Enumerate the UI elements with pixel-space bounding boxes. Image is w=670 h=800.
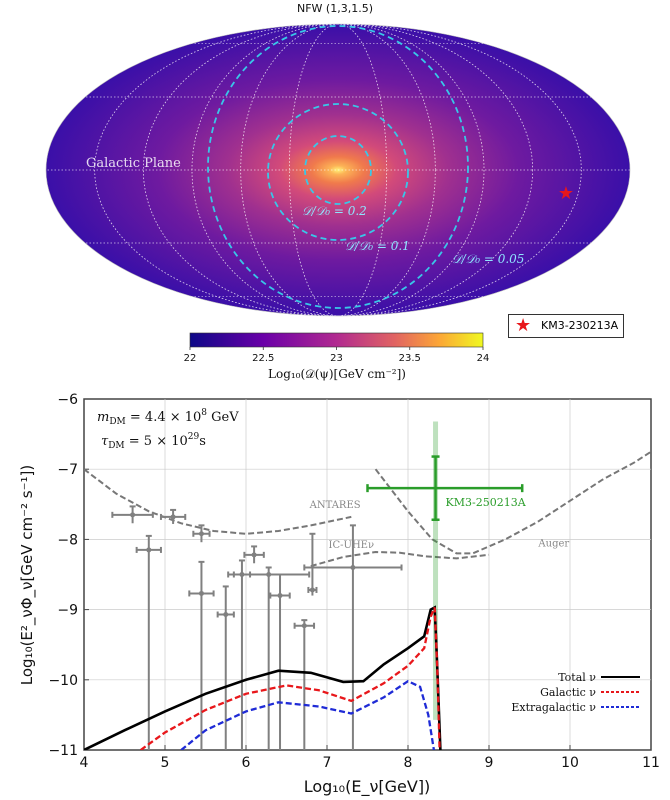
skymap-legend: ★ KM3-230213A xyxy=(508,314,624,338)
datapoint-marker xyxy=(170,514,176,520)
datapoint xyxy=(159,508,187,524)
datapoint xyxy=(243,545,265,564)
sensitivity-auger xyxy=(374,450,651,555)
datapoint xyxy=(216,585,235,750)
contour-label-0.05: 𝒟/𝒟₀ = 0.05 xyxy=(452,252,524,266)
plot-area: KM3-250213A xyxy=(84,421,651,750)
x-axis-label: Log₁₀(E_ν[GeV]) xyxy=(304,777,431,797)
colorbar-tick-label: 22 xyxy=(184,353,197,364)
datapoint xyxy=(293,619,316,750)
datapoint xyxy=(227,566,311,750)
x-tick-label: 6 xyxy=(242,755,251,771)
datapoint xyxy=(135,534,162,750)
colorbar-bar xyxy=(189,332,484,348)
series-total xyxy=(84,605,442,750)
contour-0.1 xyxy=(267,103,409,241)
skymap-contours xyxy=(207,25,469,309)
x-tick-label: 11 xyxy=(642,755,660,771)
graticule-meridian xyxy=(142,24,534,316)
contour-label-0.1: 𝒟/𝒟₀ = 0.1 xyxy=(345,239,410,253)
y-tick-label: −10 xyxy=(48,673,78,689)
legend-label: Extragalactic ν xyxy=(511,701,596,714)
plot-axes: 4 5 6 7 8 9 10 11 −11 −10 −9 −8 −7 −6 xyxy=(48,392,659,771)
colorbar-label: Log₁₀(𝒟(ψ)[GeV cm⁻²]) xyxy=(268,367,406,381)
datapoint-marker xyxy=(301,623,307,629)
sensitivity-ic-uhe- xyxy=(310,550,490,568)
colorbar-ticks: 22 22.5 23 23.5 24 xyxy=(184,347,490,364)
plot-legend: Total ν Galactic ν Extragalactic ν xyxy=(511,671,640,714)
datapoint-marker xyxy=(277,593,283,599)
datapoint xyxy=(188,560,215,750)
annotation-tau: τDM = 5 × 1029s xyxy=(101,432,206,451)
sensitivity-labels: ANTARES IC-UHEν Auger xyxy=(309,500,570,551)
star-marker-icon: ★ xyxy=(558,183,574,204)
x-tick-label: 5 xyxy=(161,755,170,771)
x-tick-label: 4 xyxy=(80,755,89,771)
annotation-mdm: mDM = 4.4 × 108 GeV xyxy=(97,408,239,427)
datapoint-marker xyxy=(266,572,272,577)
y-tick-label: −8 xyxy=(57,532,78,548)
y-axis-label: Log₁₀(E²_νΦ_ν[GeV cm⁻² s⁻¹]) xyxy=(18,465,37,685)
datapoint xyxy=(192,524,211,543)
contour-label-0.2: 𝒟/𝒟₀ = 0.2 xyxy=(302,204,367,218)
sensitivity-antares xyxy=(84,468,352,535)
sensitivity-label: ANTARES xyxy=(309,500,361,511)
plot-grid xyxy=(84,399,651,750)
datapoint xyxy=(269,573,291,750)
series-extragalactic xyxy=(180,679,436,750)
contour-0.2 xyxy=(304,135,372,205)
y-tick-label: −6 xyxy=(57,392,78,408)
colorbar-tick-label: 24 xyxy=(477,353,490,364)
spectrum-plot: 4 5 6 7 8 9 10 11 −11 −10 −9 −8 −7 −6 KM3-250213A ANT… xyxy=(18,392,660,797)
event-label: KM3-250213A xyxy=(446,496,527,509)
y-tick-label: −7 xyxy=(57,462,78,478)
datapoint-marker xyxy=(146,547,152,553)
legend-label: Total ν xyxy=(558,671,596,684)
skymap-legend-label: KM3-230213A xyxy=(541,319,619,332)
graticule-meridian xyxy=(240,24,436,316)
y-tick-label: −9 xyxy=(57,603,78,619)
galactic-plane-label: Galactic Plane xyxy=(86,156,181,171)
x-tick-label: 9 xyxy=(485,755,494,771)
y-tick-label: −11 xyxy=(48,743,78,759)
colorbar-tick-label: 22.5 xyxy=(252,353,274,364)
contour-0.05 xyxy=(207,25,469,309)
skymap-graticule xyxy=(46,24,630,316)
sensitivity-label: Auger xyxy=(537,538,569,549)
datapoint xyxy=(307,532,318,596)
datapoint-marker xyxy=(350,564,356,570)
datapoint-marker xyxy=(198,531,204,537)
x-tick-label: 10 xyxy=(561,755,579,771)
graticule-meridian xyxy=(94,24,582,316)
x-tick-label: 8 xyxy=(404,755,413,771)
colorbar-tick-label: 23.5 xyxy=(399,353,421,364)
datapoint xyxy=(111,505,154,524)
colorbar: 22 22.5 23 23.5 24 Log₁₀(𝒟(ψ)[GeV cm⁻²]) xyxy=(184,332,490,381)
datapoint-marker xyxy=(251,552,257,558)
datapoint-marker xyxy=(309,587,315,593)
skymap-title: NFW (1,3,1.5) xyxy=(297,2,373,15)
datapoint-marker xyxy=(198,590,204,596)
series-galactic xyxy=(140,607,441,750)
datapoint-marker xyxy=(223,612,229,618)
datapoint-marker xyxy=(130,512,136,518)
skymap: Galactic Plane 𝒟/𝒟₀ = 0.2 𝒟/𝒟₀ = 0.1 𝒟/𝒟… xyxy=(45,23,631,317)
star-icon: ★ xyxy=(515,315,532,336)
sensitivity-label: IC-UHEν xyxy=(329,540,375,551)
x-tick-label: 7 xyxy=(323,755,332,771)
graticule-meridian xyxy=(191,24,485,316)
legend-label: Galactic ν xyxy=(540,686,596,699)
colorbar-tick-label: 23 xyxy=(330,353,343,364)
event-km3 xyxy=(366,421,524,720)
